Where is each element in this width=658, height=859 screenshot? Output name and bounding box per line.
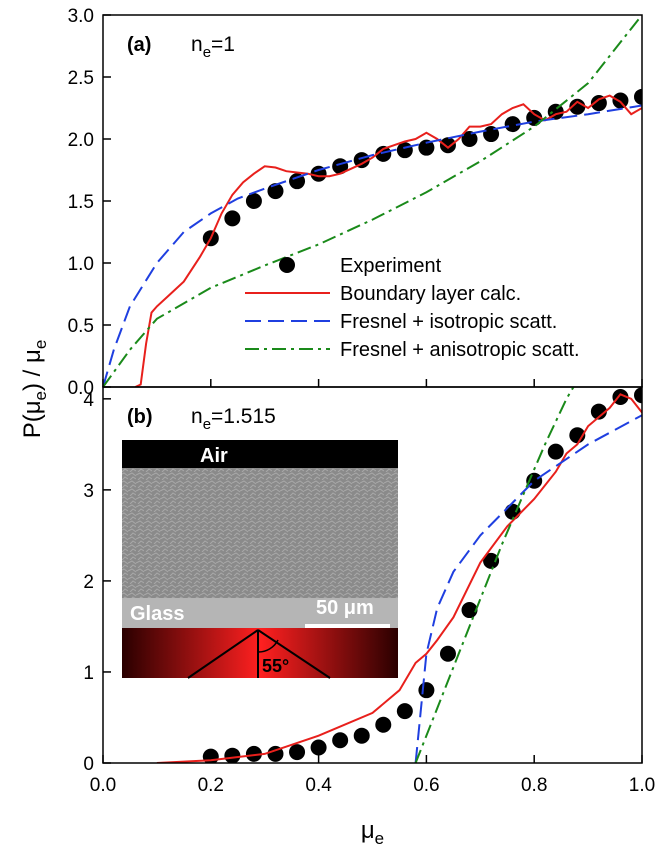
x-tick-label: 0.8 <box>521 775 547 796</box>
legend-marker <box>279 257 295 273</box>
inset-label: 55° <box>262 656 289 676</box>
annotation: ne=1.515 <box>191 405 276 433</box>
y-tick-label: 4 <box>83 390 94 411</box>
y-tick-label: 2 <box>83 572 94 593</box>
data-point <box>590 95 607 112</box>
data-point <box>439 137 456 154</box>
series-line <box>134 94 642 387</box>
data-point <box>461 131 478 147</box>
y-tick-label: 0 <box>83 754 94 775</box>
data-point <box>202 748 219 763</box>
inset-film <box>122 468 398 598</box>
y-tick-label: 2.5 <box>68 68 94 89</box>
x-axis-label: μe <box>361 817 384 848</box>
inset-cone <box>187 629 331 679</box>
y-tick-label: 3.0 <box>68 6 94 27</box>
annotation-part: n <box>191 33 203 56</box>
inset-angle-arc <box>257 639 279 653</box>
y-axis-label-sub: e <box>31 391 50 400</box>
series-line <box>103 104 642 387</box>
data-point <box>569 98 586 115</box>
data-point <box>224 210 241 227</box>
data-point <box>353 727 370 744</box>
inset-label: Glass <box>130 603 184 625</box>
annotation-sub: e <box>203 44 211 61</box>
legend-label: Fresnel + anisotropic scatt. <box>340 339 580 361</box>
y-tick-label: 1.0 <box>68 254 94 275</box>
y-axis-label-sub: e <box>31 340 50 349</box>
legend-label: Boundary layer calc. <box>340 283 521 305</box>
data-point <box>461 602 478 619</box>
x-axis-label-part: μ <box>361 817 375 844</box>
x-tick-label: 0.0 <box>90 775 116 796</box>
data-point <box>418 139 435 156</box>
inset-label: 50 μm <box>316 597 374 619</box>
plot-frame <box>102 386 643 764</box>
data-point <box>547 443 564 460</box>
data-point <box>375 145 392 162</box>
x-tick-label: 0.2 <box>198 775 224 796</box>
annotation: ne=1 <box>191 33 235 61</box>
x-tick-label: 0.4 <box>305 775 332 796</box>
panel-label: (a) <box>127 34 151 56</box>
data-point <box>483 126 500 143</box>
data-point <box>224 747 241 763</box>
data-point <box>504 116 521 133</box>
x-axis-label-sub: e <box>375 829 384 848</box>
inset-glow <box>122 628 398 678</box>
data-point <box>396 142 413 159</box>
panel-label: (b) <box>127 406 153 428</box>
inset-glass <box>122 598 398 628</box>
y-tick-label: 0.0 <box>68 378 94 399</box>
inset-air-layer <box>122 440 398 468</box>
data-point <box>332 732 349 749</box>
y-tick-label: 0.5 <box>68 316 94 337</box>
data-point <box>439 645 456 662</box>
y-tick-label: 1.5 <box>68 192 94 213</box>
y-tick-label: 1 <box>83 663 94 684</box>
data-point <box>612 389 629 406</box>
data-point <box>289 173 306 190</box>
y-axis-label: P(μe) / μe <box>19 340 50 439</box>
legend-label: Experiment <box>340 255 442 277</box>
annotation-part: n <box>191 405 203 428</box>
data-point <box>418 682 435 699</box>
data-point <box>245 745 262 762</box>
annotation-part: =1.515 <box>211 405 276 428</box>
plot-area <box>156 387 642 763</box>
data-point <box>612 92 629 109</box>
y-axis-label-part: P(μ <box>19 400 46 438</box>
annotation-sub: e <box>203 416 211 433</box>
data-point <box>310 739 327 756</box>
data-point <box>245 193 262 209</box>
data-point <box>634 387 642 404</box>
series-line <box>156 393 642 763</box>
annotation-part: =1 <box>211 33 235 56</box>
y-tick-label: 3 <box>83 481 94 502</box>
data-point <box>375 716 392 733</box>
x-tick-label: 1.0 <box>629 775 655 796</box>
inset-label: Air <box>200 445 228 467</box>
plot-area <box>103 15 642 387</box>
y-tick-label: 2.0 <box>68 130 94 151</box>
x-tick-label: 0.6 <box>413 775 439 796</box>
data-point <box>483 552 500 569</box>
data-point <box>590 403 607 420</box>
data-point <box>396 703 413 720</box>
data-point <box>289 744 306 761</box>
series-line <box>414 414 642 763</box>
series-line <box>414 387 575 763</box>
inset-image: Air Glass 50 μm 55° <box>122 440 398 679</box>
data-point <box>634 88 642 105</box>
series-line <box>103 15 642 387</box>
y-axis-label-part: ) / μ <box>19 349 46 391</box>
legend-label: Fresnel + isotropic scatt. <box>340 311 557 333</box>
